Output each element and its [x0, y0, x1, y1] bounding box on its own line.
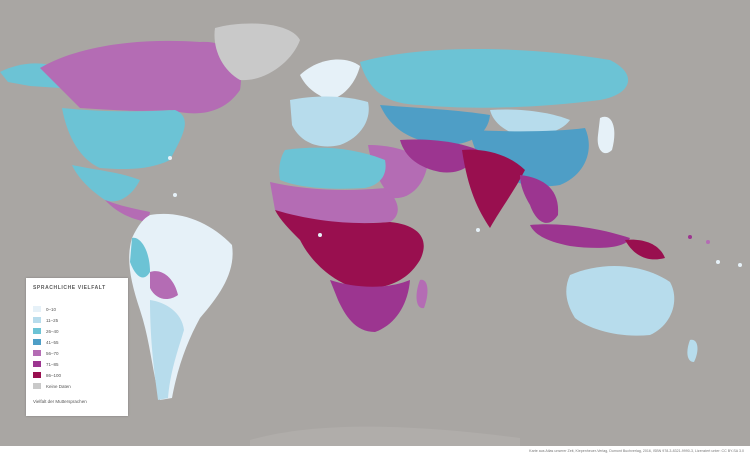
- legend-item: Keine Daten: [33, 382, 71, 390]
- credit-line: Karte aus Atlas unserer Zeit, Kiepenheue…: [529, 449, 744, 453]
- legend-note: Vielfalt der Muttersprachen: [33, 399, 87, 404]
- world-map: SPRACHLICHE VIELFALT 0–10 11–25 26–40 41…: [0, 0, 750, 446]
- region-madagascar: [416, 279, 428, 309]
- legend-swatch: [33, 372, 41, 378]
- island-marker: [173, 193, 177, 197]
- legend-label: 26–40: [46, 328, 59, 334]
- legend-item: 86–100: [33, 371, 61, 379]
- legend-item: 56–70: [33, 349, 59, 357]
- region-central-africa: [275, 210, 424, 289]
- legend-swatch: [33, 306, 41, 312]
- region-russia: [360, 48, 629, 108]
- region-new-zealand: [687, 339, 698, 362]
- region-north-africa: [279, 147, 386, 189]
- region-iran-pakistan: [400, 139, 478, 173]
- legend: SPRACHLICHE VIELFALT 0–10 11–25 26–40 41…: [26, 278, 128, 416]
- region-west-andes: [130, 237, 150, 278]
- legend-item: 71–85: [33, 360, 59, 368]
- island-marker: [318, 233, 322, 237]
- region-europe: [290, 96, 369, 147]
- legend-swatch: [33, 339, 41, 345]
- island-marker: [706, 240, 710, 244]
- legend-swatch: [33, 361, 41, 367]
- legend-label: 0–10: [46, 306, 57, 312]
- region-scandinavia: [300, 59, 360, 100]
- island-marker: [168, 156, 172, 160]
- region-japan: [597, 116, 615, 154]
- legend-label: 86–100: [46, 372, 62, 378]
- island-marker: [688, 235, 692, 239]
- footer: Karte aus Atlas unserer Zeit, Kiepenheue…: [0, 446, 750, 467]
- legend-swatch: [33, 350, 41, 356]
- region-central-asia: [380, 105, 490, 145]
- region-mongolia: [490, 109, 570, 135]
- region-png: [625, 239, 665, 260]
- legend-item: 0–10: [33, 305, 56, 313]
- region-bolivia: [150, 271, 178, 300]
- world-map-svg: [0, 23, 742, 446]
- island-marker: [738, 263, 742, 267]
- legend-item: 26–40: [33, 327, 59, 335]
- legend-label: 56–70: [46, 350, 59, 356]
- region-usa: [62, 108, 185, 170]
- legend-item: 41–55: [33, 338, 59, 346]
- region-sahel: [270, 182, 398, 224]
- island-marker: [716, 260, 720, 264]
- region-greenland: [214, 23, 300, 81]
- legend-label: Keine Daten: [46, 383, 71, 389]
- region-southeast-asia: [520, 175, 559, 223]
- region-canada: [40, 40, 241, 114]
- region-australia: [566, 265, 675, 336]
- region-indonesia: [530, 224, 630, 248]
- region-southern-africa: [330, 280, 410, 332]
- legend-title: SPRACHLICHE VIELFALT: [33, 285, 106, 291]
- region-india: [462, 149, 525, 228]
- region-chile-argentina: [150, 300, 184, 400]
- region-antarctica: [250, 426, 520, 446]
- legend-swatch: [33, 328, 41, 334]
- legend-swatch: [33, 317, 41, 323]
- legend-label: 71–85: [46, 361, 59, 367]
- legend-label: 41–55: [46, 339, 59, 345]
- island-marker: [476, 228, 480, 232]
- legend-label: 11–25: [46, 317, 59, 323]
- region-central-america: [105, 200, 150, 222]
- region-mexico: [72, 165, 140, 202]
- legend-swatch: [33, 383, 41, 389]
- island-markers: [168, 156, 742, 267]
- legend-item: 11–25: [33, 316, 58, 324]
